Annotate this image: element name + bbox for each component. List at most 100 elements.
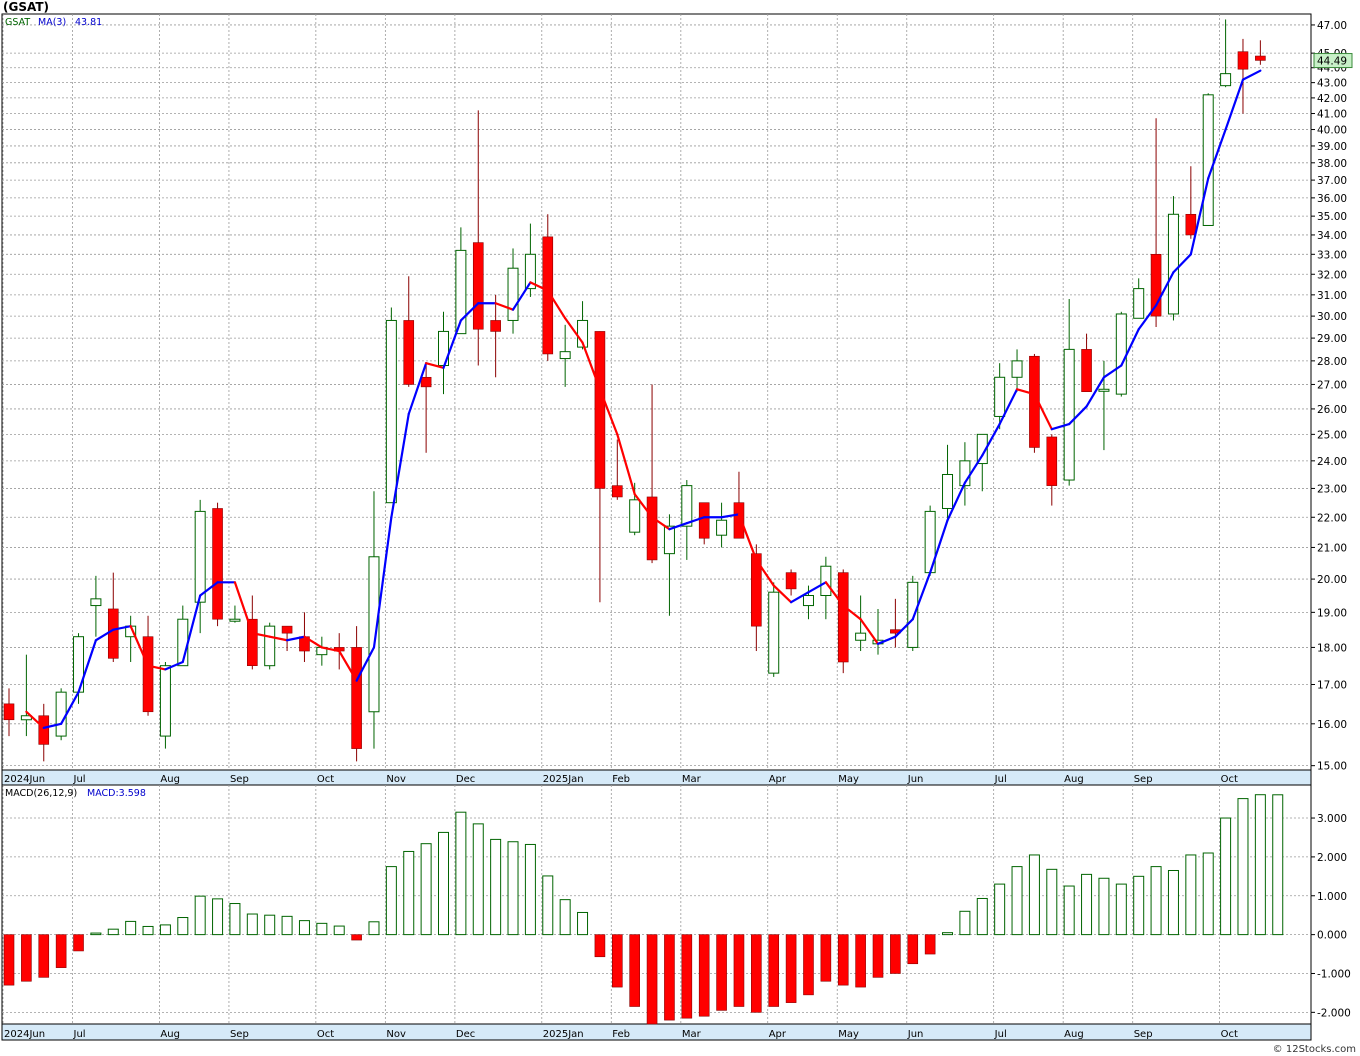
price-x-tick-label: Oct xyxy=(1221,774,1238,785)
macd-bar-negative xyxy=(716,934,727,1011)
candle-body-down xyxy=(420,376,432,388)
macd-x-tick-label: Nov xyxy=(386,1029,406,1040)
price-x-tick-label: Aug xyxy=(160,774,180,785)
candle-body-up xyxy=(1115,313,1127,395)
ma-line-segment xyxy=(268,635,289,642)
candle-body-up xyxy=(681,485,693,527)
price-y-tick-label: 41.00 xyxy=(1317,109,1347,121)
ma-line-segment xyxy=(650,516,671,531)
macd-bar-positive xyxy=(107,928,119,936)
ma-line-segment xyxy=(390,412,410,519)
candle-body-up xyxy=(994,376,1006,417)
macd-y-tick-label: 0.000 xyxy=(1317,930,1347,942)
macd-bar-positive xyxy=(1254,794,1266,936)
price-x-tick-label: Feb xyxy=(612,774,630,785)
price-panel-frame xyxy=(1,13,1312,771)
macd-bar-positive xyxy=(333,925,345,936)
candle-body-down xyxy=(403,320,415,385)
candle-body-down xyxy=(646,496,658,561)
candle-body-down xyxy=(733,502,745,539)
price-y-tick-label: 28.00 xyxy=(1317,356,1347,368)
macd-x-tick-label: Mar xyxy=(682,1029,702,1040)
macd-y-tick-label: -1.000 xyxy=(1317,968,1351,980)
price-y-tick-label: 32.00 xyxy=(1317,269,1347,281)
candle-body-down xyxy=(1185,213,1197,236)
price-x-tick-label: Apr xyxy=(769,774,787,785)
ma-line-segment xyxy=(1189,177,1210,256)
legend-ma-label: MA(3) xyxy=(38,17,66,28)
price-x-tick-label: Jul xyxy=(994,774,1007,785)
macd-bar-negative xyxy=(611,934,623,988)
macd-x-tick-label: Jul xyxy=(73,1029,86,1040)
macd-x-tick-label: Oct xyxy=(317,1029,334,1040)
macd-bar-negative xyxy=(890,934,901,974)
candle-body-up xyxy=(716,519,728,536)
macd-bar-positive xyxy=(1202,852,1214,936)
macd-bar-positive xyxy=(229,903,241,936)
macd-y-tick-label: 3.000 xyxy=(1317,813,1347,825)
legend-macd-label: MACD(26,12,9) xyxy=(5,788,77,799)
price-y-tick-label: 23.00 xyxy=(1317,483,1347,495)
macd-bar-negative xyxy=(681,934,693,1019)
ma-line-segment xyxy=(929,519,949,574)
macd-bar-positive xyxy=(90,932,102,936)
candle-body-down xyxy=(212,508,223,620)
macd-bar-positive xyxy=(1185,854,1197,936)
candle-body-up xyxy=(90,598,102,607)
macd-bar-positive xyxy=(994,883,1006,936)
ma-line-segment xyxy=(1015,388,1036,396)
ma-line-segment xyxy=(598,388,619,436)
macd-bar-positive xyxy=(524,843,536,936)
candle-body-up xyxy=(455,249,467,335)
macd-bar-negative xyxy=(629,934,640,1007)
macd-bar-positive xyxy=(942,932,954,936)
macd-bar-negative xyxy=(21,934,32,982)
price-y-tick-label: 21.00 xyxy=(1317,542,1347,554)
ma-line-segment xyxy=(303,635,323,649)
ma-line-segment xyxy=(842,604,862,621)
macd-bar-negative xyxy=(785,934,797,1003)
macd-bar-positive xyxy=(507,841,519,936)
candle-body-down xyxy=(1081,349,1092,392)
macd-y-tick-label: 2.000 xyxy=(1317,852,1347,864)
ma-line-segment xyxy=(251,632,271,638)
macd-bar-positive xyxy=(559,899,571,936)
candle-body-up xyxy=(855,632,867,641)
candle-body-up xyxy=(942,473,954,509)
macd-bar-negative xyxy=(351,934,362,941)
price-y-tick-label: 29.00 xyxy=(1317,333,1347,345)
ma-line-segment xyxy=(737,513,758,562)
ma-line-segment xyxy=(824,581,845,607)
macd-x-tick-label: Apr xyxy=(769,1029,787,1040)
price-y-tick-label: 42.00 xyxy=(1317,93,1347,105)
macd-bar-negative xyxy=(698,934,710,1017)
macd-bar-positive xyxy=(1011,866,1023,936)
candle-body-down xyxy=(785,572,797,590)
candle-body-up xyxy=(976,433,988,465)
price-y-tick-label: 27.00 xyxy=(1317,379,1347,391)
price-y-tick-label: 47.00 xyxy=(1317,20,1347,32)
macd-x-tick-label: Feb xyxy=(612,1029,630,1040)
ma-line-segment xyxy=(1172,253,1192,274)
ma-line-segment xyxy=(911,571,932,621)
legend-ma-value: 43.81 xyxy=(75,17,102,28)
ma-line-segment xyxy=(129,625,150,667)
macd-bar-positive xyxy=(368,921,380,936)
macd-bar-positive xyxy=(1028,854,1040,936)
macd-x-tick-label: Aug xyxy=(160,1029,180,1040)
ma-line-segment xyxy=(425,362,445,369)
candle-body-up xyxy=(1202,94,1214,226)
ma-line-segment xyxy=(338,649,358,682)
price-y-tick-label: 24.00 xyxy=(1317,456,1347,468)
ma-line-segment xyxy=(181,594,202,664)
ma-line-segment xyxy=(998,388,1019,426)
macd-bar-positive xyxy=(1237,798,1249,936)
candle-body-down xyxy=(542,236,554,355)
macd-bar-positive xyxy=(212,898,224,936)
price-y-tick-label: 18.00 xyxy=(1317,642,1347,654)
candle-body-down xyxy=(1046,436,1058,486)
ma-line-segment xyxy=(1050,422,1071,431)
macd-bar-positive xyxy=(194,895,206,936)
ma-line-segment xyxy=(807,581,827,594)
price-y-tick-label: 15.00 xyxy=(1317,761,1347,773)
